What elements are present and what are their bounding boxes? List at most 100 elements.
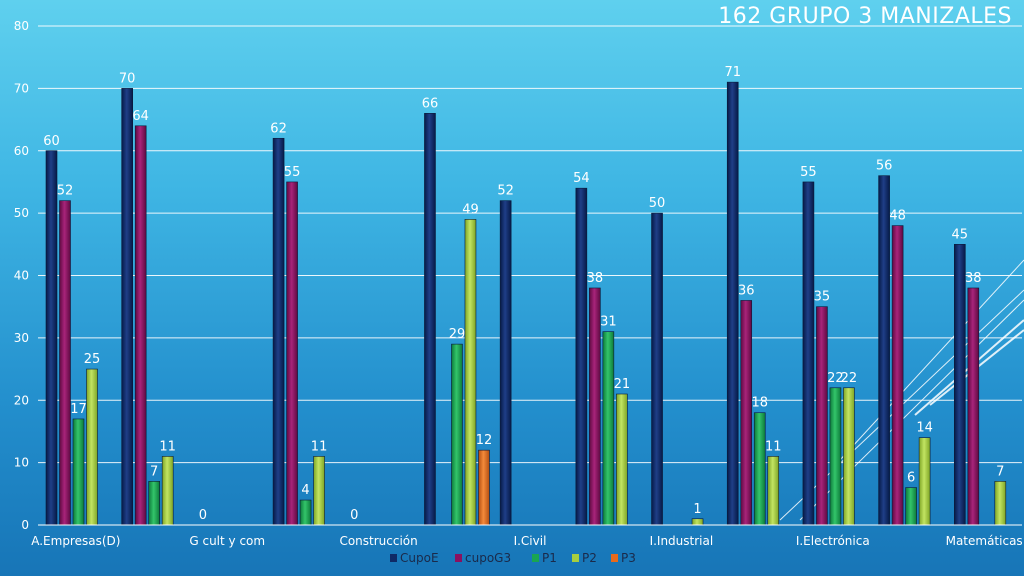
bar-cupoG3-12 bbox=[891, 225, 904, 526]
bar-CupoE-11 bbox=[802, 181, 815, 526]
legend-label-P1: P1 bbox=[542, 551, 557, 565]
data-label-P2: 1 bbox=[693, 502, 701, 517]
bar-CupoE-6 bbox=[424, 113, 436, 526]
data-label-CupoE: 71 bbox=[724, 65, 741, 80]
bar-CupoE-1 bbox=[45, 150, 58, 526]
legend-swatch-CupoE bbox=[390, 554, 397, 562]
y-tick-label: 30 bbox=[14, 331, 29, 345]
data-label-P2: 49 bbox=[462, 202, 479, 217]
data-label-cupoG3: 64 bbox=[132, 109, 149, 124]
data-label-P2: 11 bbox=[311, 439, 328, 454]
bar-P1-2 bbox=[148, 481, 160, 526]
y-tick-label: 0 bbox=[21, 518, 29, 532]
data-label-CupoE: 70 bbox=[119, 71, 136, 86]
data-label-cupoG3: 35 bbox=[814, 290, 831, 305]
bar-P2-12 bbox=[918, 437, 931, 526]
data-label-P2: 7 bbox=[996, 464, 1004, 479]
bar-P1-11 bbox=[829, 387, 842, 526]
data-label-P2: 21 bbox=[614, 377, 631, 392]
legend-swatch-P1 bbox=[532, 554, 539, 562]
data-label-CupoE: 62 bbox=[270, 121, 287, 136]
legend-swatch-cupoG3 bbox=[455, 554, 462, 562]
y-tick-label: 20 bbox=[14, 393, 29, 407]
x-tick-label: I.Electrónica bbox=[796, 534, 870, 548]
x-tick-label: Matemáticas bbox=[946, 534, 1023, 548]
bar-P2-2 bbox=[161, 456, 174, 526]
bar-P1-10 bbox=[753, 412, 766, 526]
bar-CupoE-4 bbox=[272, 137, 285, 526]
y-tick-label: 60 bbox=[14, 144, 29, 158]
data-label-P1: 31 bbox=[600, 315, 617, 330]
bar-cupoG3-11 bbox=[816, 306, 828, 526]
bar-cupoG3-2 bbox=[134, 125, 147, 526]
data-label-cupoG3: 52 bbox=[57, 184, 74, 199]
bar-P2-13 bbox=[994, 481, 1007, 526]
bar-cupoG3-13 bbox=[967, 287, 980, 526]
data-label-P1: 6 bbox=[907, 471, 915, 486]
data-label-P1: 7 bbox=[150, 464, 158, 479]
bar-P2-6 bbox=[464, 219, 477, 526]
bar-cupoG3-4 bbox=[286, 181, 298, 526]
x-tick-label: A.Empresas(D) bbox=[31, 534, 120, 548]
data-label-CupoE: 52 bbox=[497, 184, 514, 199]
x-tick-label: Construcción bbox=[339, 534, 417, 548]
bar-P2-10 bbox=[767, 456, 780, 526]
data-label-CupoE: 45 bbox=[952, 227, 969, 242]
data-label-CupoE: 55 bbox=[800, 165, 817, 180]
y-tick-label: 80 bbox=[14, 19, 29, 33]
data-label-cupoG3: 48 bbox=[889, 209, 906, 224]
bar-CupoE-10 bbox=[726, 81, 739, 526]
bar-P2-1 bbox=[86, 368, 98, 526]
data-label-cupoG3: 38 bbox=[965, 271, 982, 286]
data-label-CupoE: 54 bbox=[573, 171, 590, 186]
data-label-P2: 22 bbox=[841, 371, 858, 386]
bar-P1-6 bbox=[451, 343, 463, 526]
y-tick-label: 40 bbox=[14, 269, 29, 283]
data-label-cupoG3: 36 bbox=[738, 283, 755, 298]
bar-cupoG3-1 bbox=[59, 200, 71, 526]
bar-CupoE-13 bbox=[954, 244, 966, 526]
data-label-CupoE: 66 bbox=[422, 96, 439, 111]
bar-P2-9 bbox=[691, 518, 704, 526]
data-label-cupoG3: 55 bbox=[284, 165, 301, 180]
chart-title: 162 GRUPO 3 MANIZALES bbox=[718, 4, 1012, 29]
data-label-P2: 11 bbox=[765, 439, 782, 454]
data-label-CupoE: 0 bbox=[350, 508, 358, 523]
legend-label-cupoG3: cupoG3 bbox=[465, 551, 511, 565]
x-tick-label: I.Civil bbox=[514, 534, 547, 548]
data-label-P1: 4 bbox=[301, 483, 309, 498]
data-label-P1: 18 bbox=[751, 396, 768, 411]
legend-swatch-P2 bbox=[572, 554, 579, 562]
bar-P1-8 bbox=[602, 331, 615, 526]
legend-swatch-P3 bbox=[611, 554, 618, 562]
data-label-CupoE: 56 bbox=[876, 159, 893, 174]
bar-P2-8 bbox=[616, 393, 628, 526]
data-label-CupoE: 50 bbox=[649, 196, 666, 211]
bar-cupoG3-10 bbox=[740, 300, 753, 526]
bar-CupoE-12 bbox=[878, 175, 890, 526]
decorative-line bbox=[839, 259, 1024, 461]
legend: CupoE cupoG3 P1 P2 P3 bbox=[390, 551, 636, 565]
gridlines bbox=[38, 25, 1022, 526]
data-label-P3: 12 bbox=[476, 433, 493, 448]
bar-P1-4 bbox=[299, 499, 312, 526]
bar-P2-4 bbox=[313, 456, 325, 526]
bar-P1-1 bbox=[72, 418, 85, 526]
bar-CupoE-2 bbox=[121, 88, 133, 526]
data-label-P2: 25 bbox=[84, 352, 101, 367]
bar-CupoE-8 bbox=[575, 187, 588, 526]
bar-CupoE-9 bbox=[651, 212, 663, 526]
legend-label-P3: P3 bbox=[621, 551, 636, 565]
bar-CupoE-7 bbox=[499, 200, 512, 526]
x-tick-label: I.Industrial bbox=[650, 534, 714, 548]
y-tick-label: 70 bbox=[14, 81, 29, 95]
data-label-cupoG3: 38 bbox=[587, 271, 604, 286]
bar-P2-11 bbox=[843, 387, 855, 526]
legend-label-P2: P2 bbox=[582, 551, 597, 565]
bar-cupoG3-8 bbox=[589, 287, 601, 526]
data-label-P1: 17 bbox=[70, 402, 87, 417]
bar-P1-12 bbox=[905, 487, 917, 526]
